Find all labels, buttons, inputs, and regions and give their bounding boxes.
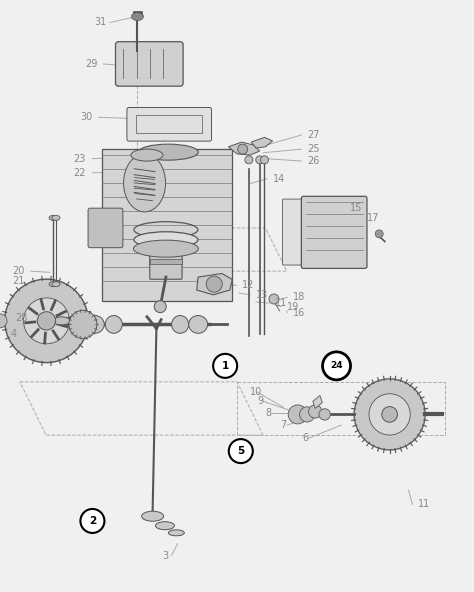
Circle shape xyxy=(245,156,253,164)
Text: 9: 9 xyxy=(257,397,263,406)
Ellipse shape xyxy=(52,282,60,287)
Ellipse shape xyxy=(124,154,165,212)
Text: 23: 23 xyxy=(73,154,86,163)
Text: 17: 17 xyxy=(367,213,380,223)
Bar xyxy=(150,259,182,264)
Text: 14: 14 xyxy=(273,174,285,184)
Text: 10: 10 xyxy=(250,387,263,397)
Text: 30: 30 xyxy=(81,112,93,122)
FancyBboxPatch shape xyxy=(116,41,183,86)
Ellipse shape xyxy=(168,530,184,536)
Polygon shape xyxy=(251,137,273,148)
Text: 11: 11 xyxy=(275,298,287,308)
Text: 28: 28 xyxy=(15,314,27,323)
FancyBboxPatch shape xyxy=(88,208,123,247)
Ellipse shape xyxy=(138,144,198,160)
Text: 7: 7 xyxy=(281,420,287,430)
Ellipse shape xyxy=(142,511,164,521)
Circle shape xyxy=(269,294,279,304)
Text: 11: 11 xyxy=(418,500,430,509)
Ellipse shape xyxy=(131,149,163,161)
Ellipse shape xyxy=(189,316,208,333)
Text: 2: 2 xyxy=(89,516,96,526)
Circle shape xyxy=(288,405,307,424)
Circle shape xyxy=(81,509,104,533)
Text: 22: 22 xyxy=(73,168,86,178)
Text: 8: 8 xyxy=(265,408,272,418)
Circle shape xyxy=(69,310,97,339)
Circle shape xyxy=(369,394,410,435)
Text: 5: 5 xyxy=(237,446,245,456)
Text: 25: 25 xyxy=(307,144,319,154)
Circle shape xyxy=(237,144,248,154)
FancyBboxPatch shape xyxy=(150,247,182,279)
Circle shape xyxy=(5,279,88,362)
Ellipse shape xyxy=(49,215,57,220)
Text: 15: 15 xyxy=(350,204,362,213)
FancyBboxPatch shape xyxy=(102,149,232,301)
Text: 19: 19 xyxy=(287,302,299,311)
Ellipse shape xyxy=(134,231,198,248)
Circle shape xyxy=(256,156,264,164)
Polygon shape xyxy=(197,274,232,295)
Ellipse shape xyxy=(53,317,71,325)
Ellipse shape xyxy=(105,316,122,333)
Text: 4: 4 xyxy=(10,330,17,339)
Circle shape xyxy=(319,408,330,420)
Text: 31: 31 xyxy=(94,18,106,27)
Polygon shape xyxy=(228,142,260,155)
Text: 27: 27 xyxy=(307,130,319,140)
Circle shape xyxy=(213,354,237,378)
Circle shape xyxy=(154,301,166,313)
Circle shape xyxy=(382,407,397,422)
Ellipse shape xyxy=(172,316,189,333)
Bar xyxy=(136,115,202,133)
Circle shape xyxy=(322,352,351,380)
Text: 1: 1 xyxy=(221,361,229,371)
Bar xyxy=(133,11,142,15)
Polygon shape xyxy=(313,395,322,408)
Text: 24: 24 xyxy=(330,361,343,371)
Text: 6: 6 xyxy=(302,433,309,443)
Text: 29: 29 xyxy=(85,59,98,69)
Ellipse shape xyxy=(85,316,104,333)
Ellipse shape xyxy=(131,12,144,21)
Text: 26: 26 xyxy=(307,156,319,166)
Text: 16: 16 xyxy=(293,308,305,317)
Circle shape xyxy=(0,314,7,328)
Circle shape xyxy=(375,230,383,238)
Text: 13: 13 xyxy=(256,290,268,300)
Ellipse shape xyxy=(49,282,57,287)
Circle shape xyxy=(354,379,425,450)
Circle shape xyxy=(206,276,222,292)
Circle shape xyxy=(24,298,69,344)
FancyBboxPatch shape xyxy=(283,199,306,265)
Text: 18: 18 xyxy=(293,292,305,302)
Circle shape xyxy=(261,156,268,164)
FancyBboxPatch shape xyxy=(127,108,211,141)
Circle shape xyxy=(229,439,253,463)
Ellipse shape xyxy=(155,522,174,530)
Text: 21: 21 xyxy=(12,276,24,286)
Circle shape xyxy=(37,311,55,330)
Circle shape xyxy=(309,405,322,418)
Ellipse shape xyxy=(133,240,199,257)
Text: 20: 20 xyxy=(12,266,24,276)
Text: 12: 12 xyxy=(242,281,254,290)
FancyBboxPatch shape xyxy=(301,197,367,268)
Circle shape xyxy=(300,407,315,422)
Text: 3: 3 xyxy=(162,552,168,561)
Ellipse shape xyxy=(52,215,60,220)
